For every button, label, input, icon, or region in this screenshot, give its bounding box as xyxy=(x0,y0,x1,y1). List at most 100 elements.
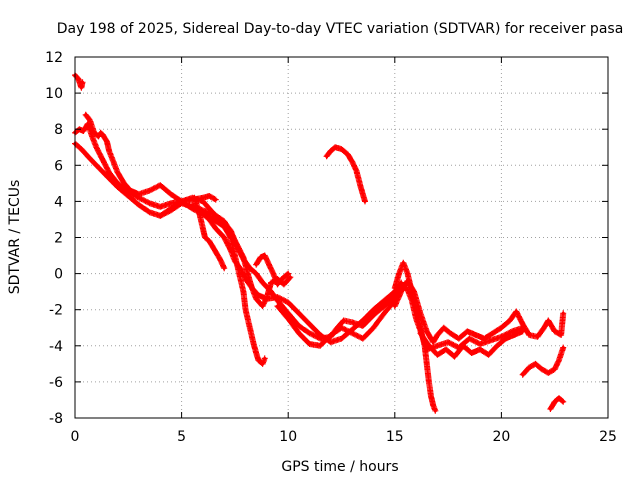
data-point xyxy=(487,353,491,357)
data-point xyxy=(350,331,354,335)
data-point xyxy=(401,261,405,265)
data-point xyxy=(158,183,162,187)
data-point xyxy=(76,77,80,81)
data-point xyxy=(405,279,410,283)
y-tick-label: -4 xyxy=(49,339,63,355)
data-point xyxy=(482,336,486,341)
data-point xyxy=(333,145,337,149)
x-tick-label: 10 xyxy=(279,429,297,445)
data-point xyxy=(86,154,90,158)
data-point xyxy=(105,174,109,178)
data-point xyxy=(361,336,365,341)
plot-frame xyxy=(74,56,609,419)
data-point xyxy=(346,152,350,157)
data-point xyxy=(148,210,152,214)
data-point xyxy=(382,311,386,315)
data-point xyxy=(267,262,271,267)
data-point xyxy=(275,282,280,287)
data-point xyxy=(101,158,105,162)
data-point xyxy=(542,326,546,330)
data-point xyxy=(201,208,205,213)
data-point xyxy=(203,235,207,240)
data-point xyxy=(261,304,265,308)
y-axis-label: SDTVAR / TECUs xyxy=(7,180,23,295)
data-point xyxy=(433,409,437,413)
data-point xyxy=(254,262,258,267)
data-point xyxy=(92,131,96,135)
series-track-12 xyxy=(391,277,567,346)
data-point xyxy=(429,394,433,398)
y-tick-label: 6 xyxy=(54,158,63,174)
data-point xyxy=(122,181,126,185)
data-point xyxy=(180,199,184,203)
data-point xyxy=(489,338,493,342)
data-point xyxy=(192,196,196,200)
data-point xyxy=(499,335,503,339)
data-point xyxy=(235,243,239,247)
data-point xyxy=(561,311,565,315)
data-point xyxy=(339,326,344,330)
data-point xyxy=(214,197,218,202)
data-point xyxy=(548,407,553,411)
x-tick-label: 5 xyxy=(177,429,186,445)
data-point xyxy=(553,400,557,404)
data-point xyxy=(361,318,365,323)
data-point xyxy=(444,347,448,352)
data-point xyxy=(504,336,508,341)
data-point xyxy=(288,275,292,279)
data-point xyxy=(126,194,130,198)
data-point xyxy=(222,235,226,240)
data-point xyxy=(329,149,333,153)
data-point xyxy=(116,185,120,189)
data-point xyxy=(201,199,205,203)
data-point xyxy=(229,248,233,252)
y-tick-label: -2 xyxy=(49,303,63,319)
data-point xyxy=(425,329,429,333)
data-point xyxy=(101,133,105,137)
data-point xyxy=(382,299,386,303)
data-point xyxy=(254,297,258,301)
data-point xyxy=(435,333,440,337)
data-point xyxy=(269,281,273,285)
data-point xyxy=(218,257,222,261)
data-point xyxy=(399,290,403,294)
data-point xyxy=(243,277,248,281)
data-point xyxy=(94,163,98,167)
data-point xyxy=(96,134,101,139)
data-point xyxy=(211,246,216,250)
x-tick-label: 0 xyxy=(71,429,80,445)
y-tick-label: -6 xyxy=(49,375,63,391)
data-point xyxy=(431,403,435,407)
data-point xyxy=(307,331,312,335)
data-point xyxy=(90,134,94,139)
data-point xyxy=(521,373,525,377)
x-axis-label: GPS time / hours xyxy=(281,459,398,475)
data-point xyxy=(546,371,550,375)
data-point xyxy=(307,342,312,346)
data-point xyxy=(239,268,243,272)
data-point xyxy=(350,160,354,164)
data-point xyxy=(465,329,469,333)
data-point xyxy=(339,147,344,151)
data-point xyxy=(318,344,322,348)
data-point xyxy=(457,336,461,341)
data-point xyxy=(329,340,333,344)
data-point xyxy=(275,304,280,308)
data-point xyxy=(491,331,495,335)
y-tick-label: 8 xyxy=(54,122,63,138)
data-point xyxy=(250,286,254,290)
data-point xyxy=(241,290,246,294)
data-point xyxy=(371,326,376,330)
y-tick-label: 4 xyxy=(54,194,63,210)
data-point xyxy=(88,118,92,122)
data-point xyxy=(297,331,301,335)
data-point xyxy=(393,286,397,290)
data-point xyxy=(553,367,557,371)
data-point xyxy=(275,299,280,303)
data-point xyxy=(546,318,550,323)
data-point xyxy=(435,353,440,357)
data-point xyxy=(254,272,258,276)
data-point xyxy=(128,188,133,193)
